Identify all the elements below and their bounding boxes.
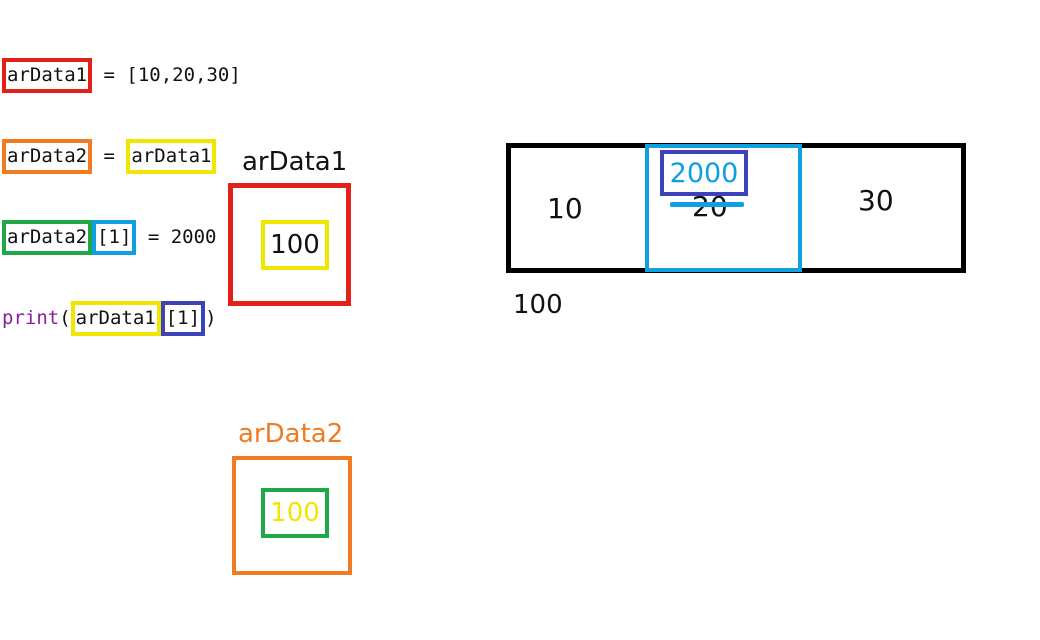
paren-open: ( (59, 307, 71, 329)
ardata1-label: arData1 (242, 147, 348, 177)
code-line-1: arData1 = [10,20,30] (2, 58, 241, 93)
index-token-3: [1] (92, 220, 137, 255)
ardata2-label: arData2 (238, 419, 344, 449)
strikethrough-line (670, 202, 744, 207)
paren-close: ) (205, 307, 217, 329)
code-line-1-rest: = [10,20,30] (92, 64, 241, 86)
code-line-3-rest: = 2000 (136, 226, 217, 248)
array-address: 100 (513, 290, 563, 320)
array-cell-0: 10 (547, 192, 583, 225)
ref-ardata1-token: arData1 (126, 139, 217, 174)
var-ardata1-token: arData1 (2, 58, 93, 93)
code-line-3: arData2 [1] = 2000 (2, 220, 241, 255)
ardata1-box: 100 (228, 183, 351, 306)
index-token-4: [1] (160, 301, 206, 336)
code-line-4: print(arData1 [1]) (2, 301, 241, 336)
array-cell-2: 30 (858, 184, 894, 217)
index-1-highlight (645, 144, 802, 272)
code-line-2: arData2 = arData1 (2, 139, 241, 174)
code-block: arData1 = [10,20,30] arData2 = arData1 a… (2, 4, 241, 355)
ardata2-box: 100 (232, 456, 352, 575)
new-value-2000: 2000 (660, 150, 748, 196)
ardata1-value: 100 (261, 220, 329, 270)
var-ardata2-token-3: arData2 (2, 220, 93, 255)
ardata2-value: 100 (261, 488, 329, 538)
code-line-2-eq: = (92, 145, 127, 167)
var-ardata2-token: arData2 (2, 139, 93, 174)
print-keyword: print (2, 307, 60, 329)
ref-ardata1-token-4: arData1 (70, 301, 161, 336)
